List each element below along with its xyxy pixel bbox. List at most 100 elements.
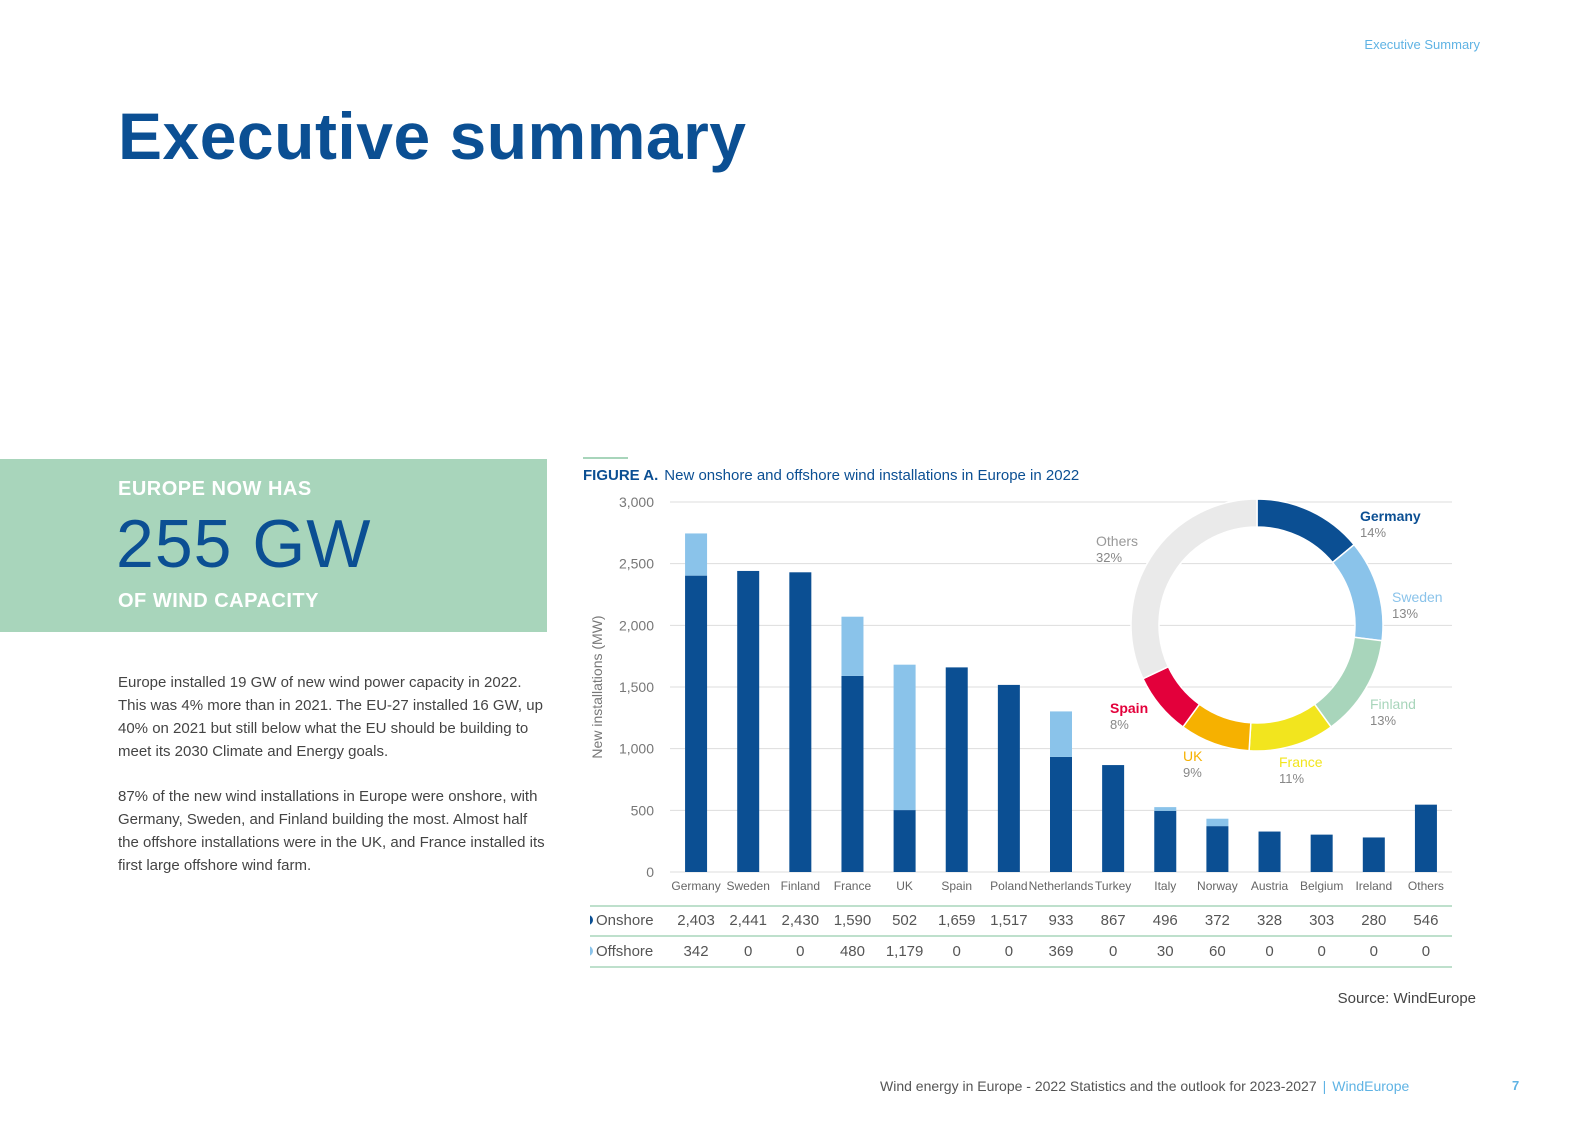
donut-percent-uk: 9%: [1183, 765, 1202, 780]
highlight-pre-text: EUROPE NOW HAS: [118, 478, 312, 500]
x-category-label: Norway: [1197, 879, 1238, 893]
x-category-label: France: [834, 879, 872, 893]
highlight-box: EUROPE NOW HAS 255 GW OF WIND CAPACITY: [0, 459, 547, 632]
body-paragraph-1: Europe installed 19 GW of new wind power…: [118, 674, 543, 760]
data-label-offshore: 0: [1265, 943, 1273, 960]
data-label-offshore: 0: [744, 943, 752, 960]
data-label-onshore: 867: [1101, 912, 1126, 929]
y-tick-label: 1,000: [619, 741, 654, 757]
donut-label-sweden: Sweden: [1392, 589, 1443, 605]
bar-onshore: [737, 570, 760, 872]
donut-percent-germany: 14%: [1360, 525, 1386, 540]
bar-onshore: [841, 675, 864, 872]
donut-slice-france: [1248, 703, 1333, 752]
bar-onshore: [1102, 765, 1125, 872]
data-label-offshore: 0: [1109, 943, 1117, 960]
data-label-onshore: 1,659: [938, 912, 976, 929]
data-label-offshore: 342: [684, 943, 709, 960]
x-category-label: Poland: [990, 879, 1027, 893]
bar-onshore: [1362, 837, 1385, 872]
data-label-offshore: 480: [840, 943, 865, 960]
bar-onshore: [1310, 834, 1333, 872]
data-label-offshore: 369: [1048, 943, 1073, 960]
x-category-label: Germany: [671, 879, 720, 893]
figure-caption: FIGURE A. New onshore and offshore wind i…: [583, 467, 1079, 484]
y-tick-label: 0: [646, 864, 654, 880]
donut-label-spain: Spain: [1110, 700, 1148, 716]
page-number: 7: [1512, 1078, 1520, 1093]
legend-label-offshore: Offshore: [596, 943, 653, 960]
x-category-label: Others: [1408, 879, 1444, 893]
bar-onshore: [1414, 804, 1437, 872]
y-axis-label: New installations (MW): [590, 615, 605, 758]
data-label-offshore: 60: [1209, 943, 1226, 960]
highlight-value: 255 GW: [116, 506, 372, 582]
x-category-label: Austria: [1251, 879, 1289, 893]
bar-offshore: [893, 664, 916, 811]
bar-onshore: [893, 810, 916, 872]
donut-percent-finland: 13%: [1370, 713, 1396, 728]
data-label-offshore: 0: [1317, 943, 1325, 960]
wind-installations-chart: 0 500 1,000 1,500 2,000 2,500 3,000 New install…: [590, 496, 1452, 968]
highlight-post-text: OF WIND CAPACITY: [118, 590, 319, 612]
data-label-onshore: 1,517: [990, 912, 1028, 929]
data-label-onshore: 933: [1048, 912, 1073, 929]
data-label-onshore: 303: [1309, 912, 1334, 929]
data-label-offshore: 1,179: [886, 943, 924, 960]
y-tick-label: 2,500: [619, 556, 654, 572]
legend-label-onshore: Onshore: [596, 912, 654, 929]
figure-caption-text: New onshore and offshore wind installati…: [664, 467, 1080, 484]
x-category-label: UK: [896, 879, 913, 893]
x-category-label: Sweden: [727, 879, 770, 893]
bar-onshore: [1206, 826, 1229, 872]
data-label-onshore: 502: [892, 912, 917, 929]
page-title: Executive summary: [118, 99, 747, 173]
data-label-onshore: 546: [1413, 912, 1438, 929]
data-label-offshore: 0: [953, 943, 961, 960]
x-category-label: Ireland: [1355, 879, 1392, 893]
figure-source: Source: WindEurope: [1337, 990, 1476, 1007]
data-label-offshore: 0: [1005, 943, 1013, 960]
donut-label-france: France: [1279, 754, 1323, 770]
bar-offshore: [1050, 711, 1072, 757]
bar-onshore: [945, 667, 968, 872]
bar-onshore: [1258, 831, 1281, 872]
bar-onshore: [1154, 810, 1177, 872]
data-label-onshore: 372: [1205, 912, 1230, 929]
bar-onshore: [685, 575, 708, 872]
donut-label-others: Others: [1096, 533, 1138, 549]
data-label-offshore: 0: [1422, 943, 1430, 960]
y-tick-label: 3,000: [619, 496, 654, 510]
figure-rule: [583, 457, 628, 459]
data-label-onshore: 2,403: [677, 912, 715, 929]
donut-slice-others: [1130, 498, 1258, 680]
footer-brand: WindEurope: [1332, 1078, 1410, 1094]
y-tick-label: 500: [631, 802, 655, 818]
donut-percent-others: 32%: [1096, 550, 1122, 565]
x-category-label: Finland: [781, 879, 820, 893]
donut-label-finland: Finland: [1370, 696, 1416, 712]
x-category-label: Belgium: [1300, 879, 1343, 893]
bar-offshore: [1154, 807, 1177, 811]
data-label-onshore: 2,430: [782, 912, 820, 929]
donut-label-germany: Germany: [1360, 508, 1421, 524]
body-text: Europe installed 19 GW of new wind power…: [118, 671, 548, 899]
data-label-onshore: 328: [1257, 912, 1282, 929]
data-label-onshore: 1,590: [834, 912, 872, 929]
bar-offshore: [685, 533, 708, 576]
donut-percent-sweden: 13%: [1392, 606, 1418, 621]
donut-slice-germany: [1256, 498, 1356, 564]
legend-marker-onshore: [590, 915, 593, 925]
figure-label: FIGURE A.: [583, 467, 659, 484]
donut-percent-spain: 8%: [1110, 717, 1129, 732]
bar-onshore: [789, 572, 812, 872]
bar-offshore: [1206, 818, 1229, 827]
donut-label-uk: UK: [1183, 748, 1203, 764]
data-label-offshore: 0: [1370, 943, 1378, 960]
y-tick-label: 2,000: [619, 617, 654, 633]
data-label-onshore: 280: [1361, 912, 1386, 929]
data-label-offshore: 0: [796, 943, 804, 960]
legend-marker-offshore: [590, 946, 593, 956]
bar-onshore: [997, 684, 1020, 872]
footer: Wind energy in Europe - 2022 Statistics …: [880, 1078, 1409, 1094]
